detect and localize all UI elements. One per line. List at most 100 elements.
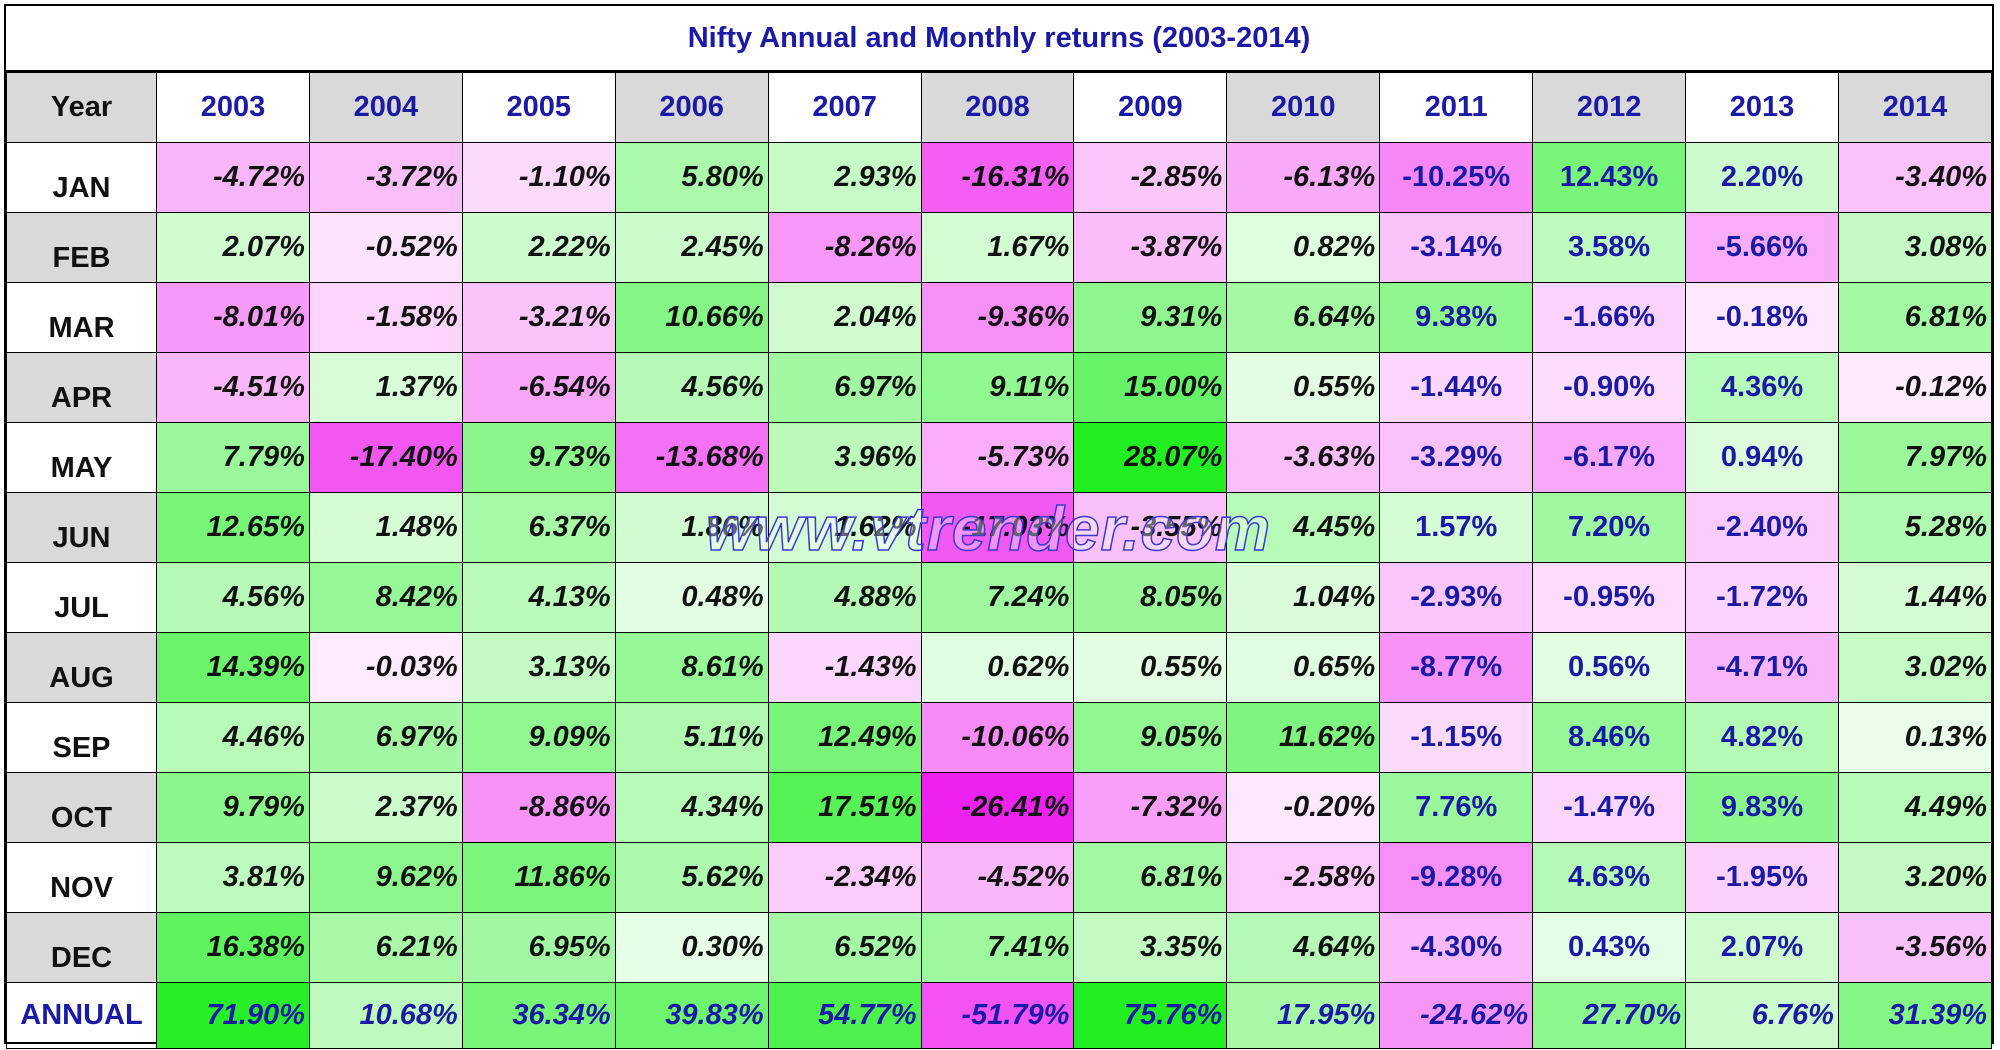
return-cell: -8.26% — [767, 212, 922, 283]
return-cell: 0.82% — [1226, 212, 1381, 283]
return-cell: -3.72% — [308, 142, 463, 213]
return-cell: -3.21% — [461, 282, 616, 353]
return-cell: -6.54% — [461, 352, 616, 423]
return-cell: 4.34% — [614, 772, 769, 843]
row-label: NOV — [6, 842, 157, 913]
month-row-jun: JUN 12.65% 1.48% 6.37% 1.86% 1.62% -17.03% -3.5… — [6, 492, 1993, 563]
row-label: DEC — [6, 912, 157, 983]
return-cell: -1.10% — [461, 142, 616, 213]
return-cell: 0.55% — [1073, 632, 1228, 703]
year-header-2008: 2008 — [920, 72, 1075, 143]
month-row-nov: NOV 3.81% 9.62% 11.86% 5.62% -2.34% -4.52% 6.81… — [6, 842, 1993, 913]
return-cell: 1.62% — [767, 492, 922, 563]
return-cell: -0.52% — [308, 212, 463, 283]
year-header-2005: 2005 — [461, 72, 616, 143]
return-cell: -4.51% — [156, 352, 310, 423]
return-cell: -1.72% — [1685, 562, 1839, 633]
return-cell: 15.00% — [1073, 352, 1228, 423]
return-cell: -4.72% — [156, 142, 310, 213]
return-cell: -2.40% — [1685, 492, 1839, 563]
return-cell: 9.31% — [1073, 282, 1228, 353]
year-header-2014: 2014 — [1837, 72, 1993, 143]
return-cell: -4.71% — [1685, 632, 1839, 703]
return-cell: -9.36% — [920, 282, 1075, 353]
return-cell: 6.97% — [308, 702, 463, 773]
row-label: APR — [6, 352, 157, 423]
return-cell: 4.63% — [1532, 842, 1687, 913]
return-cell: 9.38% — [1379, 282, 1534, 353]
return-cell: 2.04% — [767, 282, 922, 353]
return-cell: 6.64% — [1226, 282, 1381, 353]
return-cell: -9.28% — [1379, 842, 1534, 913]
return-cell: -17.03% — [920, 492, 1075, 563]
return-cell: -8.01% — [156, 282, 310, 353]
return-cell: -1.44% — [1379, 352, 1534, 423]
return-cell: 9.83% — [1685, 772, 1839, 843]
return-cell: 7.24% — [920, 562, 1075, 633]
row-label: ANNUAL — [6, 982, 157, 1049]
row-label: FEB — [6, 212, 157, 283]
return-cell: -10.25% — [1379, 142, 1534, 213]
year-header-2011: 2011 — [1379, 72, 1534, 143]
return-cell: 11.62% — [1226, 702, 1381, 773]
row-label: JAN — [6, 142, 157, 213]
return-cell: 17.95% — [1226, 982, 1381, 1049]
return-cell: 9.11% — [920, 352, 1075, 423]
return-cell: 8.46% — [1532, 702, 1687, 773]
month-row-sep: SEP 4.46% 6.97% 9.09% 5.11% 12.49% -10.06% 9.05… — [6, 702, 1993, 773]
row-label: MAY — [6, 422, 157, 493]
return-cell: -2.85% — [1073, 142, 1228, 213]
return-cell: -4.30% — [1379, 912, 1534, 983]
return-cell: 11.86% — [461, 842, 616, 913]
return-cell: 4.88% — [767, 562, 922, 633]
return-cell: 0.62% — [920, 632, 1075, 703]
return-cell: 36.34% — [461, 982, 616, 1049]
year-header: Year — [6, 72, 157, 143]
return-cell: 6.81% — [1073, 842, 1228, 913]
return-cell: -7.32% — [1073, 772, 1228, 843]
return-cell: 3.20% — [1837, 842, 1993, 913]
return-cell: -3.14% — [1379, 212, 1534, 283]
return-cell: 1.48% — [308, 492, 463, 563]
return-cell: -6.17% — [1532, 422, 1687, 493]
row-label: SEP — [6, 702, 157, 773]
return-cell: 5.80% — [614, 142, 769, 213]
return-cell: 4.46% — [156, 702, 310, 773]
year-header-2003: 2003 — [156, 72, 310, 143]
return-cell: 6.81% — [1837, 282, 1993, 353]
return-cell: -3.40% — [1837, 142, 1993, 213]
month-row-may: MAY 7.79% -17.40% 9.73% -13.68% 3.96% -5.73% 28… — [6, 422, 1993, 493]
return-cell: 1.57% — [1379, 492, 1534, 563]
month-row-jan: JAN -4.72% -3.72% -1.10% 5.80% 2.93% -16.31% -2… — [6, 142, 1993, 213]
return-cell: 1.04% — [1226, 562, 1381, 633]
return-cell: 39.83% — [614, 982, 769, 1049]
return-cell: 7.41% — [920, 912, 1075, 983]
return-cell: -13.68% — [614, 422, 769, 493]
return-cell: -0.20% — [1226, 772, 1381, 843]
return-cell: 9.73% — [461, 422, 616, 493]
return-cell: 2.07% — [156, 212, 310, 283]
return-cell: 27.70% — [1532, 982, 1687, 1049]
return-cell: 2.20% — [1685, 142, 1839, 213]
return-cell: 0.56% — [1532, 632, 1687, 703]
return-cell: -8.77% — [1379, 632, 1534, 703]
return-cell: 6.37% — [461, 492, 616, 563]
return-cell: 1.37% — [308, 352, 463, 423]
return-cell: 3.35% — [1073, 912, 1228, 983]
row-label: OCT — [6, 772, 157, 843]
return-cell: -24.62% — [1379, 982, 1534, 1049]
return-cell: 6.95% — [461, 912, 616, 983]
month-row-oct: OCT 9.79% 2.37% -8.86% 4.34% 17.51% -26.41% -7.… — [6, 772, 1993, 843]
row-label: AUG — [6, 632, 157, 703]
return-cell: 2.37% — [308, 772, 463, 843]
return-cell: -2.93% — [1379, 562, 1534, 633]
return-cell: 2.22% — [461, 212, 616, 283]
return-cell: 7.76% — [1379, 772, 1534, 843]
return-cell: 5.11% — [614, 702, 769, 773]
return-cell: 10.68% — [308, 982, 463, 1049]
return-cell: 2.45% — [614, 212, 769, 283]
return-cell: -8.86% — [461, 772, 616, 843]
return-cell: 4.13% — [461, 562, 616, 633]
return-cell: 6.76% — [1685, 982, 1839, 1049]
return-cell: 0.43% — [1532, 912, 1687, 983]
